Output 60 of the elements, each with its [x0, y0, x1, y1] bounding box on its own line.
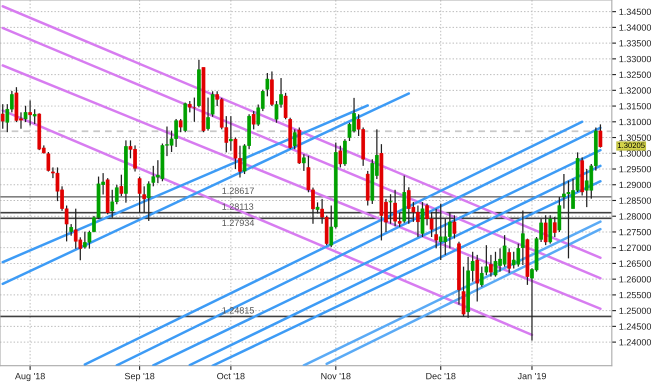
candlestick: [343, 138, 347, 166]
x-tick-label: Sep '18: [124, 372, 154, 382]
y-tick-label: 1.25500: [619, 292, 652, 298]
candlestick: [338, 145, 342, 168]
y-tick-label: 1.33000: [619, 56, 652, 62]
y-tick-label: 1.31500: [619, 103, 652, 110]
candlestick: [229, 116, 233, 152]
y-tick-label: 1.28000: [619, 213, 652, 220]
candlestick: [178, 118, 183, 133]
y-tick-label: 1.28500: [619, 197, 652, 204]
candlestick: [388, 194, 392, 224]
x-tick-label: Jan '19: [518, 372, 546, 380]
y-tick-label: 1.27000: [619, 244, 652, 252]
y-tick-label: 1.27500: [619, 228, 652, 236]
y-tick-label: 1.26000: [619, 276, 652, 283]
candlestick: [120, 174, 124, 197]
x-tick-label: Aug '18: [14, 372, 45, 382]
y-tick-label: 1.33500: [619, 40, 652, 46]
candlestick: [146, 180, 151, 222]
ref-line-label: 1.27934: [222, 220, 254, 226]
y-tick-label: 1.26500: [619, 260, 652, 267]
candlestick: [69, 223, 74, 236]
candlestick: [292, 128, 297, 150]
candlestick: [138, 176, 142, 214]
candlestick: [507, 248, 512, 274]
x-tick-label: Nov '18: [321, 372, 351, 380]
candlestick: [284, 92, 288, 120]
x-tick-label: Dec '18: [426, 372, 456, 380]
candlestick: [544, 214, 548, 246]
y-tick-label: 1.32000: [619, 87, 652, 94]
candlestick: [252, 110, 256, 130]
candlestick: [32, 108, 37, 125]
y-tick-label: 1.29500: [619, 166, 652, 172]
y-tick-label: 1.32500: [619, 72, 652, 78]
candlestick: [462, 266, 466, 318]
y-tick-label: 1.25000: [619, 308, 652, 314]
candlestick: [28, 100, 32, 126]
y-tick-label: 1.30000: [619, 150, 652, 157]
candlestick: [142, 186, 146, 214]
candlestick: [548, 214, 552, 244]
candlestick: [452, 214, 456, 240]
ref-line-label: 1.28617: [222, 188, 254, 194]
x-tick-label: Oct '18: [217, 372, 245, 380]
candlestick: [0, 104, 5, 130]
y-tick-label: 1.30500: [619, 134, 652, 141]
candlestick: [598, 124, 602, 148]
candlestick: [302, 154, 306, 172]
y-tick-label: 1.29000: [619, 182, 652, 188]
candlestick: [316, 202, 320, 214]
y-tick-label: 1.34500: [619, 8, 652, 16]
candlestick: [24, 105, 28, 123]
candlestick: [210, 90, 214, 118]
candlestick: [434, 208, 438, 249]
y-tick-label: 1.34000: [619, 24, 652, 31]
y-tick-label: 1.24500: [619, 323, 652, 330]
y-tick-label: 1.24000: [619, 339, 652, 346]
y-tick-label: 1.31000: [619, 118, 652, 126]
candlestick: [206, 96, 210, 132]
candlestick: [475, 254, 480, 302]
candlestick: [489, 254, 493, 278]
